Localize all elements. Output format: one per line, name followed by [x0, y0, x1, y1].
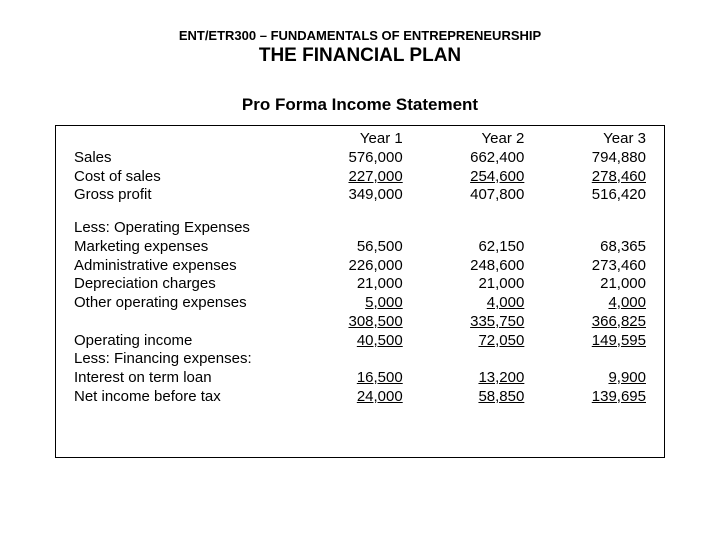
table-row: Marketing expenses 56,500 62,150 68,365 [56, 238, 664, 257]
blank-cell [56, 130, 299, 149]
cell: 576,000 [299, 149, 421, 168]
row-label: Sales [56, 149, 299, 168]
table-row: Gross profit 349,000 407,800 516,420 [56, 186, 664, 205]
subtitle: Pro Forma Income Statement [0, 95, 720, 115]
cell: 40,500 [357, 332, 403, 349]
spacer-row [56, 205, 664, 219]
cell: 9,900 [608, 369, 646, 386]
cell: 68,365 [542, 238, 664, 257]
cell: 21,000 [542, 275, 664, 294]
row-label: Marketing expenses [56, 238, 299, 257]
row-label: Other operating expenses [56, 294, 299, 313]
page: ENT/ETR300 – FUNDAMENTALS OF ENTREPRENEU… [0, 0, 720, 540]
cell: 349,000 [299, 186, 421, 205]
table-row: Cost of sales 227,000 254,600 278,460 [56, 168, 664, 187]
cell: 308,500 [348, 313, 402, 330]
row-label: Depreciation charges [56, 275, 299, 294]
cell: 278,460 [592, 168, 646, 185]
cell: 62,150 [421, 238, 543, 257]
row-label: Operating income [56, 332, 299, 351]
table-row: Administrative expenses 226,000 248,600 … [56, 257, 664, 276]
section-header: Less: Operating Expenses [56, 219, 299, 238]
cell: 56,500 [299, 238, 421, 257]
cell: 335,750 [470, 313, 524, 330]
cell: 58,850 [478, 388, 524, 405]
income-statement-table: Year 1 Year 2 Year 3 Sales 576,000 662,4… [56, 130, 664, 407]
row-label [56, 313, 299, 332]
cell: 16,500 [357, 369, 403, 386]
table-row: Operating income 40,500 72,050 149,595 [56, 332, 664, 351]
col-header: Year 3 [542, 130, 664, 149]
row-label: Net income before tax [56, 388, 299, 407]
row-label: Interest on term loan [56, 369, 299, 388]
cell: 13,200 [478, 369, 524, 386]
cell: 227,000 [348, 168, 402, 185]
cell: 407,800 [421, 186, 543, 205]
table-row: Less: Financing expenses: [56, 350, 664, 369]
table-row: 308,500 335,750 366,825 [56, 313, 664, 332]
cell: 4,000 [608, 294, 646, 311]
cell: 5,000 [365, 294, 403, 311]
header: ENT/ETR300 – FUNDAMENTALS OF ENTREPRENEU… [0, 0, 720, 67]
table-row: Depreciation charges 21,000 21,000 21,00… [56, 275, 664, 294]
cell: 24,000 [357, 388, 403, 405]
cell: 254,600 [470, 168, 524, 185]
header-row: Year 1 Year 2 Year 3 [56, 130, 664, 149]
row-label: Cost of sales [56, 168, 299, 187]
table-row: Sales 576,000 662,400 794,880 [56, 149, 664, 168]
cell: 139,695 [592, 388, 646, 405]
cell: 516,420 [542, 186, 664, 205]
cell: 72,050 [478, 332, 524, 349]
course-code: ENT/ETR300 – FUNDAMENTALS OF ENTREPRENEU… [0, 28, 720, 43]
statement-box: Year 1 Year 2 Year 3 Sales 576,000 662,4… [55, 125, 665, 458]
col-header: Year 2 [421, 130, 543, 149]
section-header-row: Less: Operating Expenses [56, 219, 664, 238]
table-row: Other operating expenses 5,000 4,000 4,0… [56, 294, 664, 313]
cell: 149,595 [592, 332, 646, 349]
row-label: Administrative expenses [56, 257, 299, 276]
cell: 794,880 [542, 149, 664, 168]
cell: 662,400 [421, 149, 543, 168]
col-header: Year 1 [299, 130, 421, 149]
cell: 366,825 [592, 313, 646, 330]
cell: 248,600 [421, 257, 543, 276]
table-row: Interest on term loan 16,500 13,200 9,90… [56, 369, 664, 388]
cell: 21,000 [421, 275, 543, 294]
row-label: Less: Financing expenses: [56, 350, 299, 369]
row-label: Gross profit [56, 186, 299, 205]
page-title: THE FINANCIAL PLAN [0, 45, 720, 67]
cell: 21,000 [299, 275, 421, 294]
cell: 4,000 [487, 294, 525, 311]
cell: 226,000 [299, 257, 421, 276]
table-row: Net income before tax 24,000 58,850 139,… [56, 388, 664, 407]
cell: 273,460 [542, 257, 664, 276]
